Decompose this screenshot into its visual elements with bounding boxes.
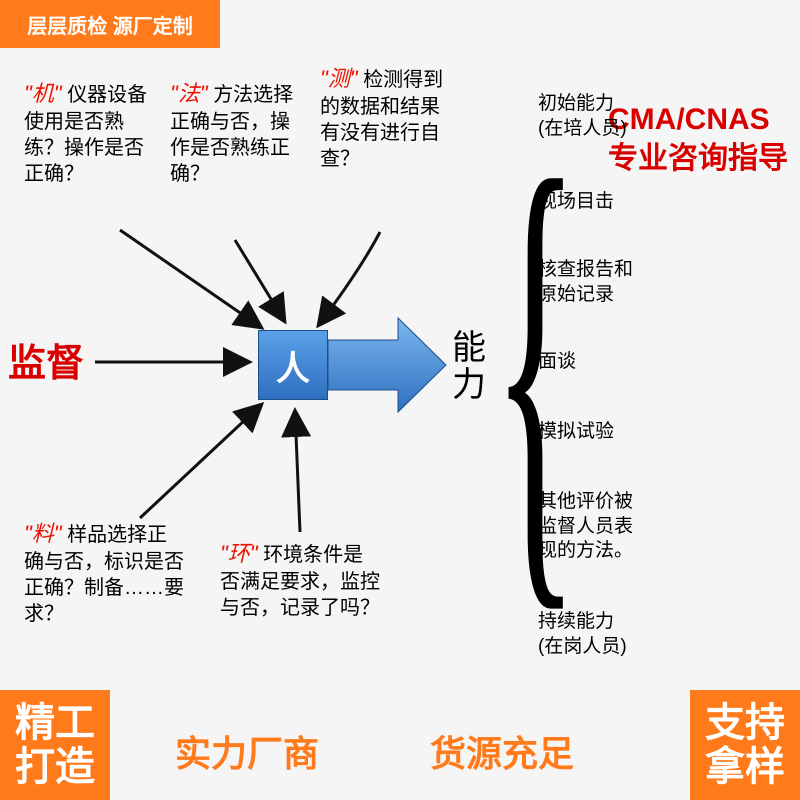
title-red-l2: 专业咨询指导 xyxy=(608,139,788,178)
node-fa-key: "法" xyxy=(170,81,208,106)
center-person-box: 人 xyxy=(258,330,328,400)
node-liao-key: "料" xyxy=(24,521,62,546)
top-banner-text: 层层质检 源厂定制 xyxy=(27,10,193,39)
node-huan: "环" 环境条件是否满足要求，监控与否，记录了吗？ xyxy=(220,540,380,621)
bottom-right-l2: 拿样 xyxy=(705,745,785,789)
ability-label: 能 力 xyxy=(452,330,486,405)
bottom-left-l2: 打造 xyxy=(15,745,95,789)
bottom-right-l1: 支持 xyxy=(705,701,785,745)
right-item-3: 面谈 xyxy=(538,350,576,375)
right-item-5: 其他评价被 监督人员表 现的方法。 xyxy=(538,490,633,564)
arrow-to-ability xyxy=(328,310,448,420)
node-ce-key: "测" xyxy=(320,66,358,91)
supervise-label: 监督 xyxy=(8,340,84,389)
right-item-4: 模拟试验 xyxy=(538,420,614,445)
bottom-mid-1: 实力厂商 xyxy=(175,726,319,782)
ability-l1: 能 xyxy=(452,330,486,367)
right-item-0: 初始能力 (在培人员) xyxy=(538,92,627,141)
node-fa: "法" 方法选择正确与否，操作是否熟练正确？ xyxy=(170,80,300,187)
right-item-1: 现场目击 xyxy=(538,190,614,215)
node-ce: "测" 检测得到的数据和结果有没有进行自查？ xyxy=(320,65,450,172)
node-ji: "机" 仪器设备使用是否熟练？操作是否正确？ xyxy=(24,80,154,187)
node-huan-key: "环" xyxy=(220,541,258,566)
center-person-text: 人 xyxy=(276,341,310,390)
title-red: CMA/CNAS 专业咨询指导 xyxy=(608,100,788,178)
supervise-text: 监督 xyxy=(8,343,84,385)
right-item-2: 核查报告和 原始记录 xyxy=(538,258,633,307)
bottom-mid-2-text: 货源充足 xyxy=(430,733,574,774)
node-liao: "料" 样品选择正确与否，标识是否正确？制备……要求？ xyxy=(24,520,184,627)
bottom-mid-2: 货源充足 xyxy=(430,726,574,782)
ability-l2: 力 xyxy=(452,367,486,404)
title-red-l1: CMA/CNAS xyxy=(608,100,788,139)
bottom-mid-1-text: 实力厂商 xyxy=(175,733,319,774)
bottom-left-l1: 精工 xyxy=(15,701,95,745)
node-ji-key: "机" xyxy=(24,81,62,106)
right-item-6: 持续能力 (在岗人员) xyxy=(538,610,627,659)
bottom-right-badge: 支持 拿样 xyxy=(690,690,800,800)
top-banner: 层层质检 源厂定制 xyxy=(0,0,220,48)
bottom-left-badge: 精工 打造 xyxy=(0,690,110,800)
